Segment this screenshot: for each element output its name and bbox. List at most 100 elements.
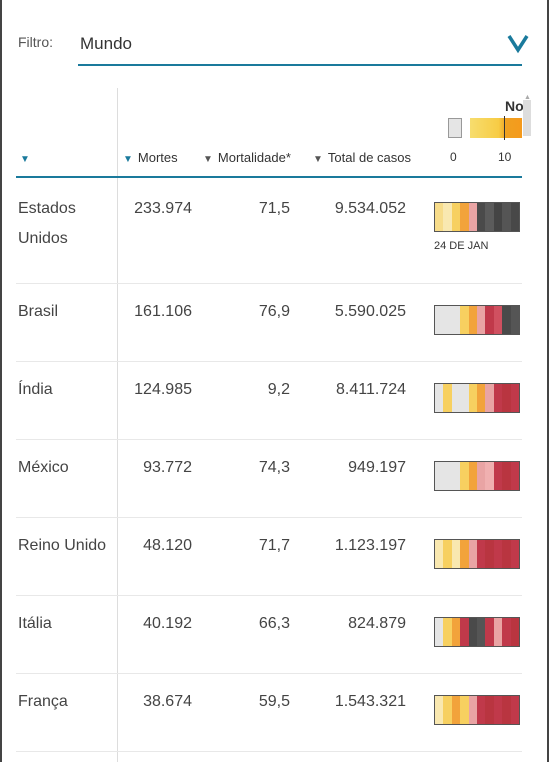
strip-segment — [493, 540, 503, 568]
filter-underline — [78, 64, 522, 66]
scroll-up-icon[interactable]: ▲ — [524, 94, 531, 101]
strip-segment — [443, 306, 452, 334]
strip-segment — [485, 618, 494, 646]
cases-value: 949.197 — [348, 459, 406, 476]
legend-tag-label: No — [505, 98, 524, 114]
country-name: Índia — [18, 381, 53, 398]
filter-select-value[interactable]: Mundo — [80, 34, 132, 53]
strip-segment — [468, 306, 478, 334]
mortality-value: 66,3 — [258, 615, 290, 632]
strip-segment — [502, 696, 511, 724]
timeline-heat-strip[interactable] — [434, 305, 520, 335]
country-name: Itália — [18, 615, 52, 632]
sort-cases-header[interactable]: ▼ Total de casos — [313, 150, 412, 165]
mortality-value: 76,9 — [258, 303, 290, 320]
sort-arrow-icon: ▼ — [20, 154, 30, 165]
cases-value: 5.590.025 — [334, 303, 406, 320]
mortality-value: 71,5 — [258, 200, 290, 217]
strip-segment — [460, 306, 469, 334]
legend-min-label: 0 — [450, 150, 457, 164]
table-row[interactable]: Reino Unido 48.120 71,7 1.123.197 — [16, 517, 522, 596]
cases-value: 1.123.197 — [334, 537, 406, 554]
timeline-heat-strip[interactable] — [434, 461, 520, 491]
strip-segment — [435, 384, 444, 412]
clipped-header-text: — — — — — — — [16, 0, 119, 4]
strip-segment — [451, 696, 461, 724]
timeline-heat-strip[interactable] — [434, 539, 520, 569]
timeline-heat-strip[interactable] — [434, 617, 520, 647]
sort-deaths-header[interactable]: ▼ Mortes — [123, 150, 178, 165]
strip-segment — [443, 540, 452, 568]
strip-segment — [451, 540, 461, 568]
strip-segment — [460, 203, 469, 231]
strip-segment — [443, 203, 452, 231]
strip-segment — [493, 618, 503, 646]
legend-marker — [504, 116, 505, 140]
column-divider — [117, 88, 118, 762]
strip-segment — [435, 203, 444, 231]
strip-segment — [435, 540, 444, 568]
strip-segment — [435, 618, 444, 646]
strip-segment — [451, 462, 461, 490]
table-row[interactable]: Estados Unidos 233.974 71,5 9.534.052 24 DE … — [16, 180, 522, 284]
sort-arrow-icon: ▼ — [123, 154, 133, 165]
deaths-value: 93.772 — [143, 459, 192, 476]
strip-segment — [502, 384, 511, 412]
filter-label: Filtro: — [18, 34, 53, 50]
strip-segment — [443, 618, 452, 646]
strip-segment — [485, 540, 494, 568]
mortality-value: 9,2 — [267, 381, 290, 398]
mortality-value: 71,7 — [258, 537, 290, 554]
table-row[interactable]: México 93.772 74,3 949.197 — [16, 439, 522, 518]
strip-segment — [468, 696, 478, 724]
strip-segment — [510, 384, 519, 412]
mortality-value: 59,5 — [258, 693, 290, 710]
country-name: França — [18, 693, 68, 710]
strip-segment — [477, 203, 486, 231]
table-row[interactable]: França 38.674 59,5 1.543.321 — [16, 673, 522, 752]
timeline-heat-strip[interactable] — [434, 695, 520, 725]
table-row[interactable]: Brasil 161.106 76,9 5.590.025 — [16, 283, 522, 362]
table-row[interactable]: Itália 40.192 66,3 824.879 — [16, 595, 522, 674]
strip-segment — [468, 618, 478, 646]
strip-segment — [468, 462, 478, 490]
timeline-heat-strip[interactable] — [434, 383, 520, 413]
strip-segment — [493, 696, 503, 724]
legend-max-label: 10 — [498, 150, 512, 164]
deaths-value: 161.106 — [134, 303, 192, 320]
table-row[interactable]: Índia 124.985 9,2 8.411.724 — [16, 361, 522, 440]
mortality-value: 74,3 — [258, 459, 290, 476]
strip-date-label: 24 DE JAN — [434, 240, 489, 252]
strip-segment — [477, 462, 486, 490]
strip-segment — [435, 306, 444, 334]
strip-segment — [460, 540, 469, 568]
strip-segment — [510, 618, 519, 646]
deaths-value: 40.192 — [143, 615, 192, 632]
sort-country-header[interactable]: ▼ — [20, 150, 35, 165]
strip-segment — [502, 618, 511, 646]
strip-segment — [510, 696, 519, 724]
timeline-heat-strip[interactable] — [434, 202, 520, 232]
strip-segment — [451, 618, 461, 646]
legend-no-data-swatch — [448, 118, 462, 138]
cases-value: 824.879 — [348, 615, 406, 632]
header-scrollbar[interactable] — [523, 100, 531, 136]
strip-segment — [468, 540, 478, 568]
strip-segment — [443, 462, 452, 490]
chevron-down-icon[interactable] — [506, 32, 530, 54]
strip-segment — [477, 618, 486, 646]
strip-segment — [485, 203, 494, 231]
strip-segment — [435, 462, 444, 490]
sort-mortality-header[interactable]: ▼ Mortalidade* — [203, 150, 291, 165]
strip-segment — [510, 540, 519, 568]
strip-segment — [502, 306, 511, 334]
strip-segment — [502, 540, 511, 568]
header-underline — [16, 176, 522, 178]
strip-segment — [460, 462, 469, 490]
strip-segment — [510, 203, 519, 231]
strip-segment — [451, 384, 461, 412]
strip-segment — [493, 384, 503, 412]
strip-segment — [493, 462, 503, 490]
strip-segment — [460, 618, 469, 646]
country-name: México — [18, 459, 69, 476]
